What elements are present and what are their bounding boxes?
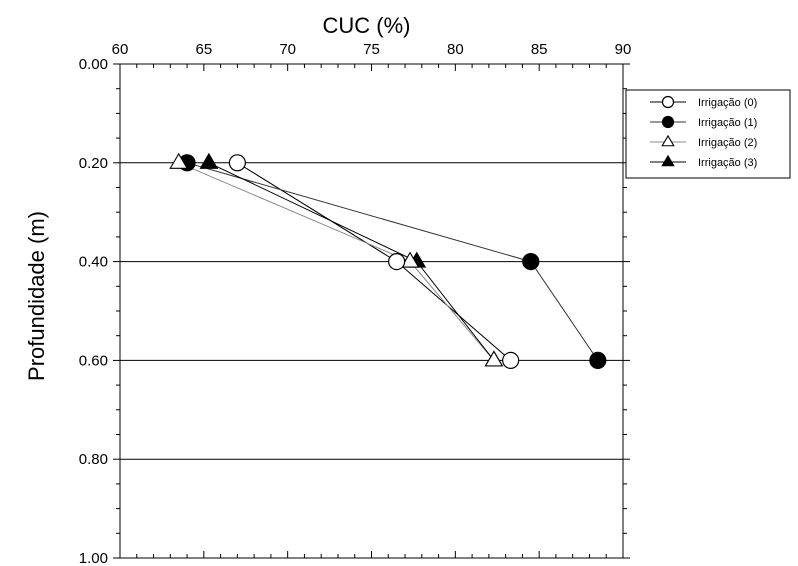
data-point bbox=[228, 154, 246, 172]
y-tick-label: 0.00 bbox=[79, 56, 108, 73]
x-axis-title: CUC (%) bbox=[323, 13, 411, 38]
data-point bbox=[169, 152, 189, 169]
data-point bbox=[661, 115, 675, 129]
legend-entry: Irrigação (0) bbox=[698, 97, 757, 109]
x-tick-label: 70 bbox=[279, 41, 296, 58]
minor-ticks bbox=[116, 64, 627, 558]
legend: Irrigação (0) Irrigação (1) Irrigação (2) I… bbox=[625, 89, 791, 179]
plot-frame bbox=[119, 63, 624, 559]
y-tick-label: 1.00 bbox=[79, 550, 108, 566]
data-point bbox=[661, 134, 675, 147]
x-tick-label: 90 bbox=[615, 41, 632, 58]
data-point bbox=[661, 95, 675, 109]
x-tick-label: 60 bbox=[112, 41, 129, 58]
data-point bbox=[388, 253, 406, 271]
x-tick-label: 75 bbox=[363, 41, 380, 58]
data-point bbox=[522, 253, 540, 271]
x-tick-label: 80 bbox=[447, 41, 464, 58]
x-tick-label: 65 bbox=[195, 41, 212, 58]
data-point bbox=[400, 251, 420, 268]
legend-entry: Irrigação (2) bbox=[698, 137, 757, 149]
data-point bbox=[589, 351, 607, 369]
data-point bbox=[484, 350, 504, 367]
y-axis-title: Profundidade (m) bbox=[24, 211, 49, 381]
legend-entry: Irrigação (1) bbox=[698, 117, 757, 129]
y-tick-label: 0.20 bbox=[79, 155, 108, 172]
tick-labels: 0.00 0.20 0.40 0.60 0.80 1.00 60 65 70 75 80 85 90 bbox=[79, 41, 632, 566]
x-tick-label: 85 bbox=[531, 41, 548, 58]
y-tick-label: 0.80 bbox=[79, 451, 108, 468]
y-tick-label: 0.60 bbox=[79, 352, 108, 369]
data-point bbox=[199, 152, 219, 169]
y-tick-label: 0.40 bbox=[79, 254, 108, 271]
data-point bbox=[661, 154, 675, 167]
legend-entry: Irrigação (3) bbox=[698, 157, 757, 169]
legend-box bbox=[625, 89, 791, 179]
data-point bbox=[502, 351, 520, 369]
series-group bbox=[169, 152, 607, 369]
grid-lines bbox=[120, 162, 623, 460]
